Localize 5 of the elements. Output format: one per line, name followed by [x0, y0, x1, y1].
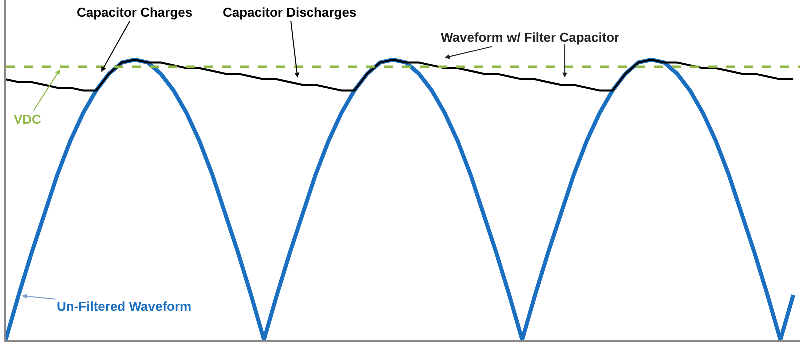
text: Un-Filtered Waveform	[57, 299, 192, 314]
text: Capacitor Charges	[77, 5, 193, 20]
text: Capacitor Discharges	[223, 5, 357, 20]
series-label: Waveform w/ Filter Capacitor	[441, 30, 620, 45]
ref-line-label: VDC	[14, 112, 42, 127]
